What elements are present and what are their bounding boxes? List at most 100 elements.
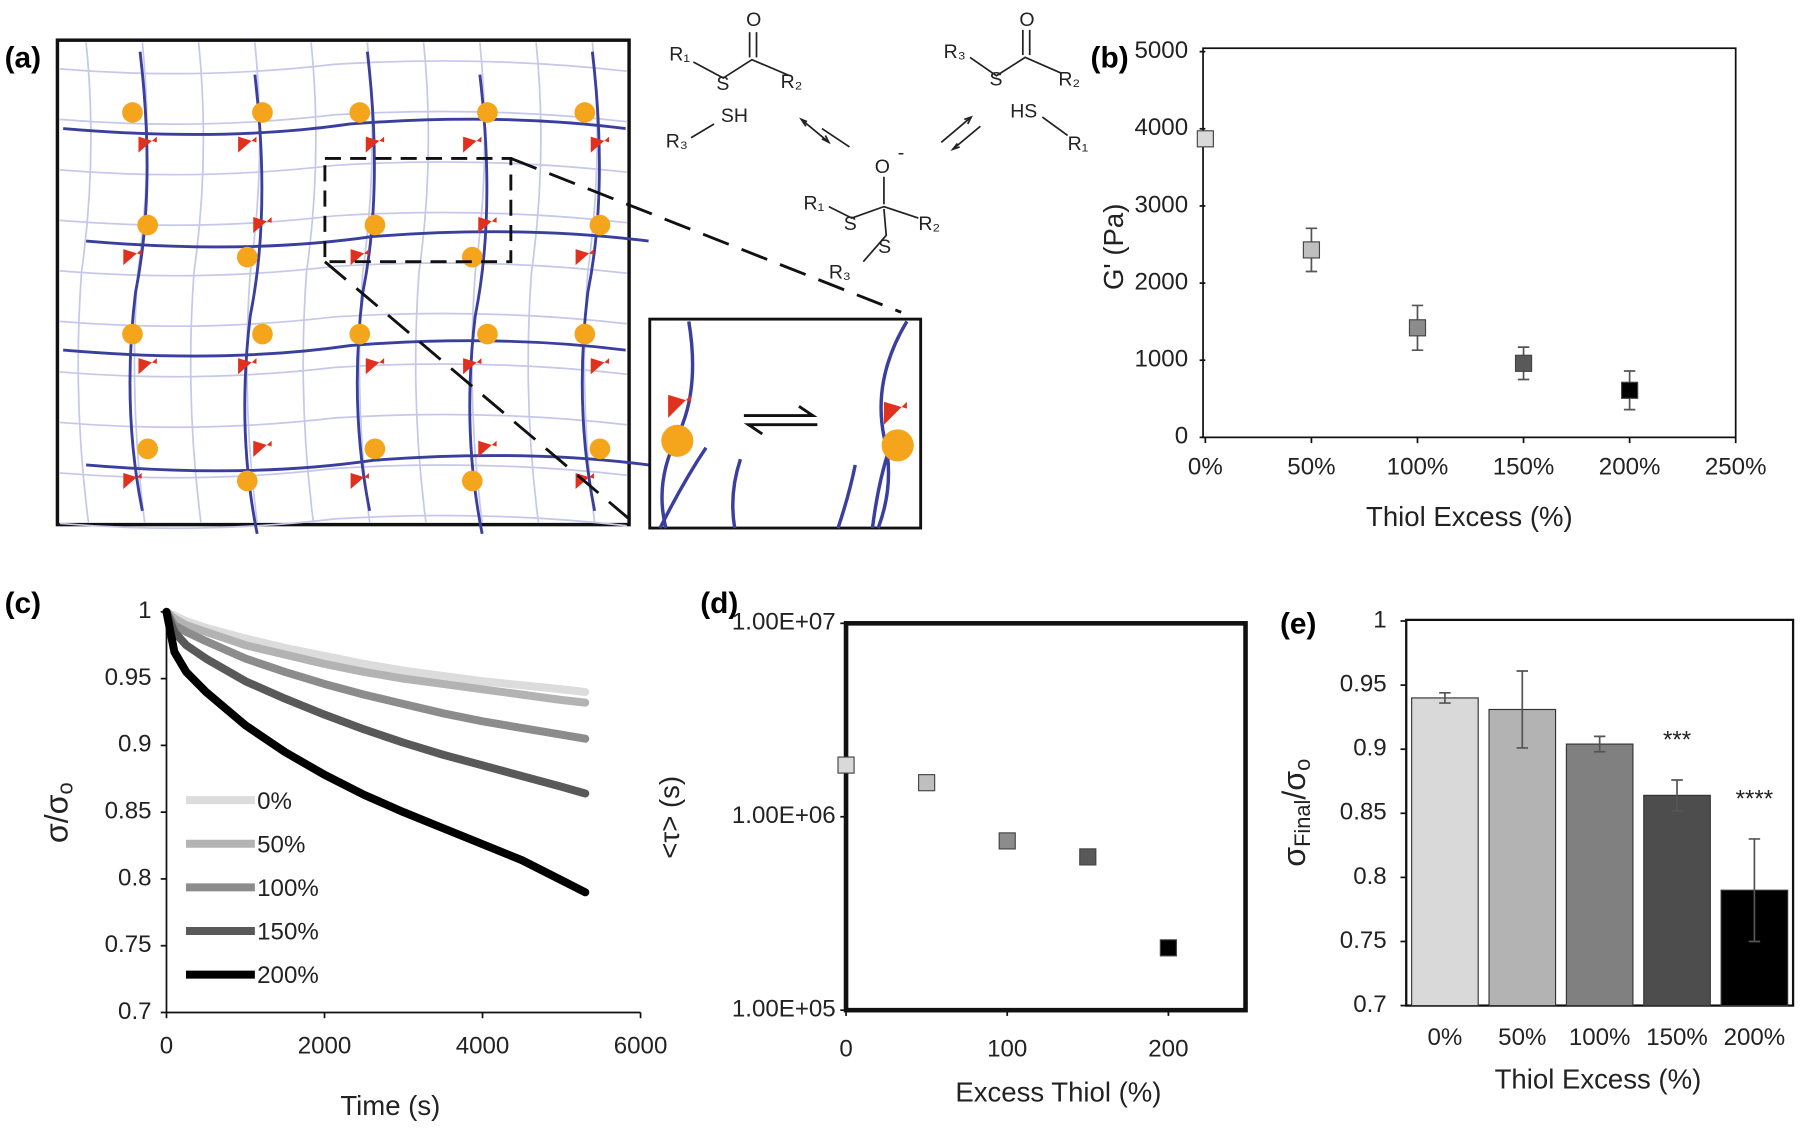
scheme-label: S bbox=[844, 213, 857, 235]
guest-unit bbox=[575, 249, 594, 266]
bond bbox=[828, 205, 919, 220]
host-unit bbox=[137, 438, 158, 460]
panel-label: (a) bbox=[5, 42, 41, 75]
host-unit bbox=[236, 470, 258, 492]
legend-label: 50% bbox=[257, 831, 305, 858]
line bbox=[162, 607, 590, 743]
x-tick-label: 150% bbox=[1646, 1024, 1708, 1051]
faint-strand bbox=[59, 60, 627, 75]
guest-unit bbox=[590, 358, 610, 375]
panel-label: (e) bbox=[1280, 607, 1316, 640]
host-unit bbox=[364, 438, 386, 460]
strand bbox=[63, 117, 626, 136]
guest-unit bbox=[590, 136, 610, 153]
x-tick-label: 150% bbox=[1493, 454, 1555, 481]
host-unit bbox=[252, 323, 273, 345]
y-tick-label: 0.85 bbox=[105, 798, 152, 825]
guest-unit bbox=[138, 358, 157, 375]
scheme-label: R₃ bbox=[829, 261, 851, 283]
y-tick-label: 1.00E+06 bbox=[732, 802, 836, 829]
faint-strand bbox=[59, 514, 627, 530]
strand bbox=[580, 51, 601, 512]
strand bbox=[63, 339, 626, 358]
chart: (c) Time (s) σ/σo 0.7 0.75 0.8 0.85 0.9 0.95 1 0 20… bbox=[5, 587, 668, 1121]
point bbox=[837, 756, 855, 774]
guest-unit bbox=[365, 358, 385, 375]
x-tick-label: 200 bbox=[1148, 1036, 1188, 1063]
y-label-subscript: Final bbox=[1290, 800, 1315, 847]
x-axis-label: Excess Thiol (%) bbox=[955, 1076, 1161, 1107]
point bbox=[1408, 319, 1427, 337]
x-tick-label: 100 bbox=[987, 1036, 1027, 1063]
y-tick-label: 0.85 bbox=[1340, 799, 1387, 826]
legend-label: 200% bbox=[257, 962, 319, 989]
error-bar bbox=[1516, 670, 1529, 749]
y-label-part: σ bbox=[1277, 847, 1313, 867]
faint-strand bbox=[59, 262, 627, 277]
point bbox=[1514, 354, 1533, 372]
inset-strand bbox=[836, 464, 857, 529]
host-unit bbox=[574, 102, 596, 123]
arrow bbox=[821, 135, 831, 145]
scheme-label: R₃ bbox=[944, 41, 966, 63]
line bbox=[162, 607, 590, 897]
faint-strand bbox=[59, 161, 627, 176]
scheme-label: R₃ bbox=[666, 130, 688, 152]
host-unit bbox=[364, 214, 386, 236]
scheme-label: O bbox=[875, 156, 890, 178]
point bbox=[1621, 381, 1639, 399]
point bbox=[1302, 241, 1321, 259]
faint-strand bbox=[189, 42, 205, 523]
guest-unit bbox=[253, 216, 272, 234]
faint-strand bbox=[527, 42, 542, 523]
error-bar bbox=[1439, 691, 1451, 704]
scheme-label: R₂ bbox=[1058, 69, 1080, 91]
y-axis-label: σFinal/σo bbox=[1277, 759, 1315, 867]
arrow bbox=[950, 142, 960, 151]
bar bbox=[1565, 743, 1634, 1007]
zoom-box bbox=[323, 156, 513, 264]
x-tick-label: 4000 bbox=[456, 1032, 510, 1059]
x-tick-label: 2000 bbox=[298, 1032, 352, 1059]
x-tick-label: 0% bbox=[1428, 1024, 1463, 1051]
x-tick-label: 50% bbox=[1498, 1024, 1546, 1051]
strand bbox=[243, 74, 264, 535]
arrow bbox=[952, 125, 981, 150]
scheme-label: S bbox=[990, 69, 1003, 91]
faint-strand bbox=[59, 464, 627, 479]
y-tick-label: 4000 bbox=[1135, 114, 1189, 141]
x-tick-label: 200% bbox=[1599, 454, 1661, 481]
y-tick-label: 5000 bbox=[1135, 37, 1189, 64]
point bbox=[1196, 130, 1214, 148]
scheme-label: R₁ bbox=[1068, 133, 1089, 155]
point bbox=[1159, 939, 1177, 957]
strand bbox=[86, 454, 649, 473]
y-tick-label: 0.75 bbox=[105, 931, 152, 958]
arrow bbox=[940, 116, 972, 143]
x-tick-label: 0% bbox=[1188, 454, 1223, 481]
inset-strand bbox=[876, 320, 909, 529]
host-unit bbox=[349, 102, 371, 123]
guest-unit bbox=[478, 440, 497, 457]
arrow bbox=[799, 117, 808, 127]
faint-strand bbox=[302, 42, 317, 523]
scheme-label: R₂ bbox=[781, 71, 803, 93]
legend-label: 0% bbox=[257, 788, 292, 815]
bar bbox=[1411, 697, 1479, 1007]
host-unit bbox=[236, 246, 258, 268]
line bbox=[162, 607, 590, 798]
faint-strand bbox=[59, 413, 627, 429]
y-label-part: σ/σ bbox=[39, 794, 75, 843]
host-unit bbox=[122, 102, 143, 123]
error-bar bbox=[1671, 779, 1683, 812]
x-tick-label: 200% bbox=[1724, 1024, 1786, 1051]
scheme-label: O bbox=[746, 9, 761, 31]
y-tick-label: 1000 bbox=[1135, 346, 1189, 373]
x-axis-label: Time (s) bbox=[340, 1090, 440, 1121]
x-axis-label: Thiol Excess (%) bbox=[1366, 501, 1573, 532]
bond bbox=[690, 123, 715, 139]
guest-unit bbox=[350, 472, 369, 490]
scheme-label: R₁ bbox=[804, 192, 825, 214]
faint-strand bbox=[59, 110, 627, 126]
